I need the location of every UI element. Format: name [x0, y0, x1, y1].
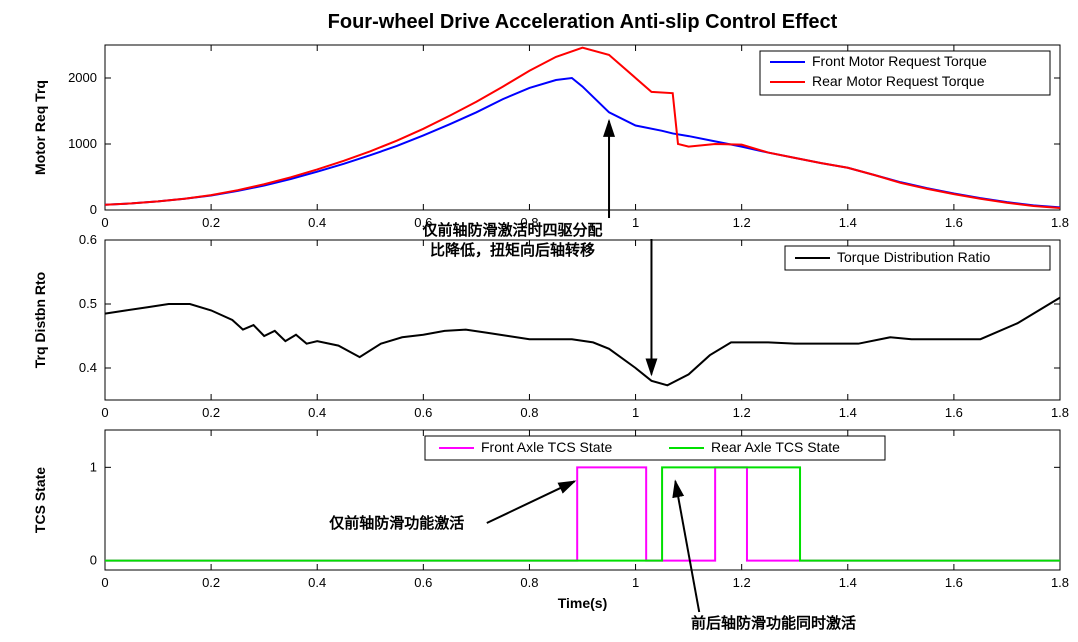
x-tick-label: 1.4 [839, 575, 857, 590]
x-tick-label: 0 [101, 575, 108, 590]
y-tick-label: 2000 [68, 70, 97, 85]
x-tick-label: 1.8 [1051, 215, 1069, 230]
y-tick-label: 1 [90, 459, 97, 474]
x-tick-label: 1.4 [839, 405, 857, 420]
x-tick-label: 1.2 [733, 405, 751, 420]
legend-label: Rear Motor Request Torque [812, 73, 985, 89]
y-tick-label: 0.6 [79, 232, 97, 247]
y-axis-label: Motor Req Trq [32, 80, 48, 175]
x-tick-label: 1 [632, 575, 639, 590]
x-tick-label: 0.8 [520, 405, 538, 420]
figure: Four-wheel Drive Acceleration Anti-slip … [0, 0, 1078, 642]
x-tick-label: 1.8 [1051, 405, 1069, 420]
x-tick-label: 1.8 [1051, 575, 1069, 590]
x-tick-label: 0.4 [308, 575, 326, 590]
x-tick-label: 1.6 [945, 575, 963, 590]
x-tick-label: 0.2 [202, 405, 220, 420]
x-tick-label: 0.4 [308, 405, 326, 420]
y-tick-label: 0.5 [79, 296, 97, 311]
x-tick-label: 1.6 [945, 215, 963, 230]
x-axis-label: Time(s) [558, 595, 608, 611]
legend-label: Torque Distribution Ratio [837, 249, 991, 265]
y-tick-label: 0 [90, 553, 97, 568]
x-tick-label: 0.8 [520, 575, 538, 590]
annotation-text: 仅前轴防滑功能激活 [328, 514, 464, 532]
y-tick-label: 0.4 [79, 360, 97, 375]
figure-title: Four-wheel Drive Acceleration Anti-slip … [328, 11, 838, 33]
annotation-text: 比降低，扭矩向后轴转移 [430, 241, 595, 259]
legend-label: Rear Axle TCS State [711, 439, 840, 455]
x-tick-label: 1.4 [839, 215, 857, 230]
x-tick-label: 0.2 [202, 215, 220, 230]
y-axis-label: Trq Distbn Rto [32, 272, 48, 368]
x-tick-label: 0.4 [308, 215, 326, 230]
x-tick-label: 0 [101, 405, 108, 420]
x-tick-label: 1 [632, 215, 639, 230]
legend-label: Front Motor Request Torque [812, 53, 987, 69]
x-tick-label: 1.6 [945, 405, 963, 420]
annotation-text: 前后轴防滑功能同时激活 [691, 614, 856, 632]
x-tick-label: 0.2 [202, 575, 220, 590]
x-tick-label: 1.2 [733, 575, 751, 590]
x-tick-label: 1 [632, 405, 639, 420]
y-tick-label: 1000 [68, 136, 97, 151]
x-tick-label: 1.2 [733, 215, 751, 230]
x-tick-label: 0.6 [414, 575, 432, 590]
x-tick-label: 0 [101, 215, 108, 230]
legend-label: Front Axle TCS State [481, 439, 612, 455]
y-tick-label: 0 [90, 202, 97, 217]
annotation-text: 仅前轴防滑激活时四驱分配 [421, 221, 602, 239]
x-tick-label: 0.6 [414, 405, 432, 420]
y-axis-label: TCS State [32, 467, 48, 533]
